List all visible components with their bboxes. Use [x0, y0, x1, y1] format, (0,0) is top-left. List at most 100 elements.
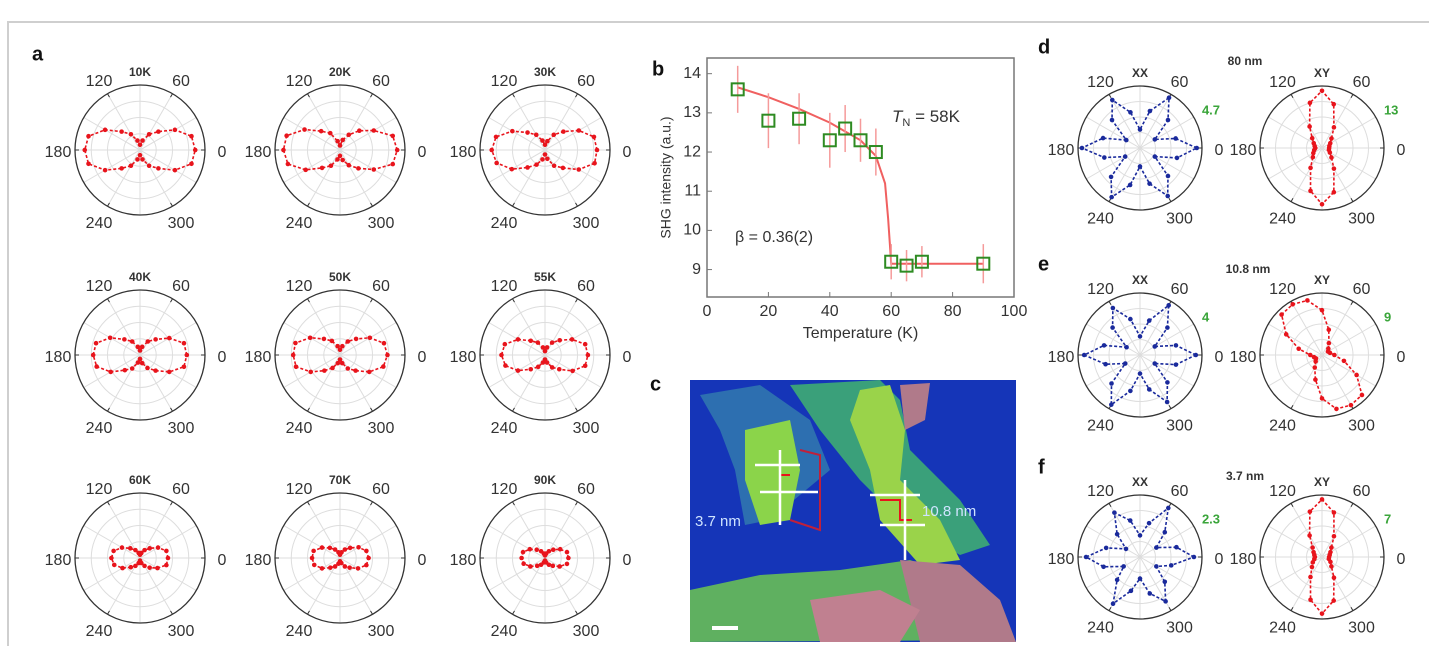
polar-point	[193, 148, 198, 153]
theta-tick-label: 60	[1353, 74, 1371, 91]
polar-point	[1308, 189, 1313, 194]
theta-tick	[1291, 198, 1293, 201]
theta-tick	[1291, 94, 1293, 97]
polar-point	[565, 550, 570, 555]
theta-tick-label: 0	[218, 144, 227, 161]
polar-point	[1115, 578, 1120, 583]
polar-point	[338, 154, 343, 159]
polar-point	[166, 556, 171, 561]
x-tick-label: 100	[1001, 303, 1028, 320]
polar-title: 20K	[329, 65, 351, 79]
polar-point	[356, 545, 361, 550]
polar-point	[94, 364, 99, 369]
polar-point	[1110, 118, 1115, 123]
theta-tick-label: 180	[45, 144, 72, 161]
theta-tick	[171, 94, 173, 97]
theta-tick	[513, 299, 515, 302]
polar-point	[1138, 164, 1143, 169]
theta-tick	[108, 299, 110, 302]
polar-point	[120, 545, 125, 550]
theta-tick	[308, 502, 310, 505]
panel-label: e	[1038, 253, 1049, 275]
theta-tick-label: 300	[573, 215, 600, 232]
polar-point	[519, 556, 524, 561]
polar-point	[1310, 560, 1315, 565]
theta-tick-label: 300	[1166, 211, 1193, 228]
polar-point	[1104, 546, 1109, 551]
theta-tick-label: 60	[372, 73, 390, 90]
polar-point	[551, 133, 556, 138]
polar-point	[1167, 95, 1172, 100]
polar-point	[1102, 155, 1107, 160]
theta-tick-label: 300	[168, 623, 195, 640]
theta-tick-label: 60	[372, 278, 390, 295]
polar-point	[119, 166, 124, 171]
polar-point	[142, 564, 147, 569]
polar-point	[509, 167, 514, 172]
theta-tick-label: 180	[450, 349, 477, 366]
x-tick-label: 40	[821, 303, 839, 320]
polar-point	[576, 128, 581, 133]
polar-point	[1320, 308, 1325, 313]
polar-point	[592, 161, 597, 166]
polar-point	[136, 345, 141, 350]
polar-point	[343, 564, 348, 569]
polar-point	[583, 363, 588, 368]
polar-point	[86, 134, 91, 139]
polar-point	[119, 129, 124, 134]
polar-point	[1147, 181, 1152, 186]
polar-point	[346, 163, 351, 168]
polar-point	[167, 370, 172, 375]
polar-point	[322, 337, 327, 342]
polar-point	[138, 153, 143, 158]
theta-tick-label: 240	[1269, 418, 1296, 435]
polar-point	[368, 335, 373, 340]
polar-point	[1279, 312, 1284, 317]
theta-tick-label: 120	[1087, 74, 1114, 91]
theta-tick	[1291, 503, 1293, 506]
theta-tick	[513, 611, 515, 614]
polar-point	[494, 161, 499, 166]
theta-tick-label: 240	[86, 420, 113, 437]
theta-tick	[108, 203, 110, 206]
polar-point	[1128, 110, 1133, 115]
polar-point	[1308, 166, 1313, 171]
theta-tick-label: 180	[450, 552, 477, 569]
polar-point	[1194, 353, 1199, 358]
theta-tick-label: 300	[368, 623, 395, 640]
polar-point	[1153, 154, 1158, 159]
polar-point	[138, 357, 143, 362]
theta-tick-label: 0	[1215, 142, 1224, 159]
polar-point	[1328, 141, 1333, 146]
theta-tick	[513, 502, 515, 505]
polar-point	[1332, 166, 1337, 171]
radial-tick-label: 4.7	[1202, 102, 1220, 117]
polar-point	[91, 353, 96, 358]
theta-tick-label: 60	[172, 481, 190, 498]
polar-point	[364, 549, 369, 554]
polar-point	[135, 138, 140, 143]
polar-point	[82, 148, 87, 153]
theta-tick-label: 120	[86, 73, 113, 90]
polar-point	[1320, 611, 1325, 616]
polar-point	[366, 556, 371, 561]
theta-tick-label: 180	[1048, 142, 1075, 159]
panel-label: d	[1038, 36, 1050, 58]
polar-point	[489, 148, 494, 153]
theta-tick-label: 60	[577, 278, 595, 295]
polar-point	[129, 565, 134, 570]
polar-title: 60K	[129, 473, 151, 487]
theta-tick	[308, 611, 310, 614]
theta-tick	[1109, 503, 1111, 506]
polar-point	[551, 547, 556, 552]
polar-point	[147, 132, 152, 137]
polar-plot: 060120180240300XX4	[1048, 273, 1224, 434]
polar-point	[164, 563, 169, 568]
polar-point	[167, 336, 172, 341]
polar-point	[338, 143, 343, 148]
polar-point	[1138, 127, 1143, 132]
radial-tick-label: 9	[1384, 309, 1391, 324]
theta-tick-label: 120	[286, 481, 313, 498]
theta-tick	[371, 611, 373, 614]
theta-tick	[171, 502, 173, 505]
